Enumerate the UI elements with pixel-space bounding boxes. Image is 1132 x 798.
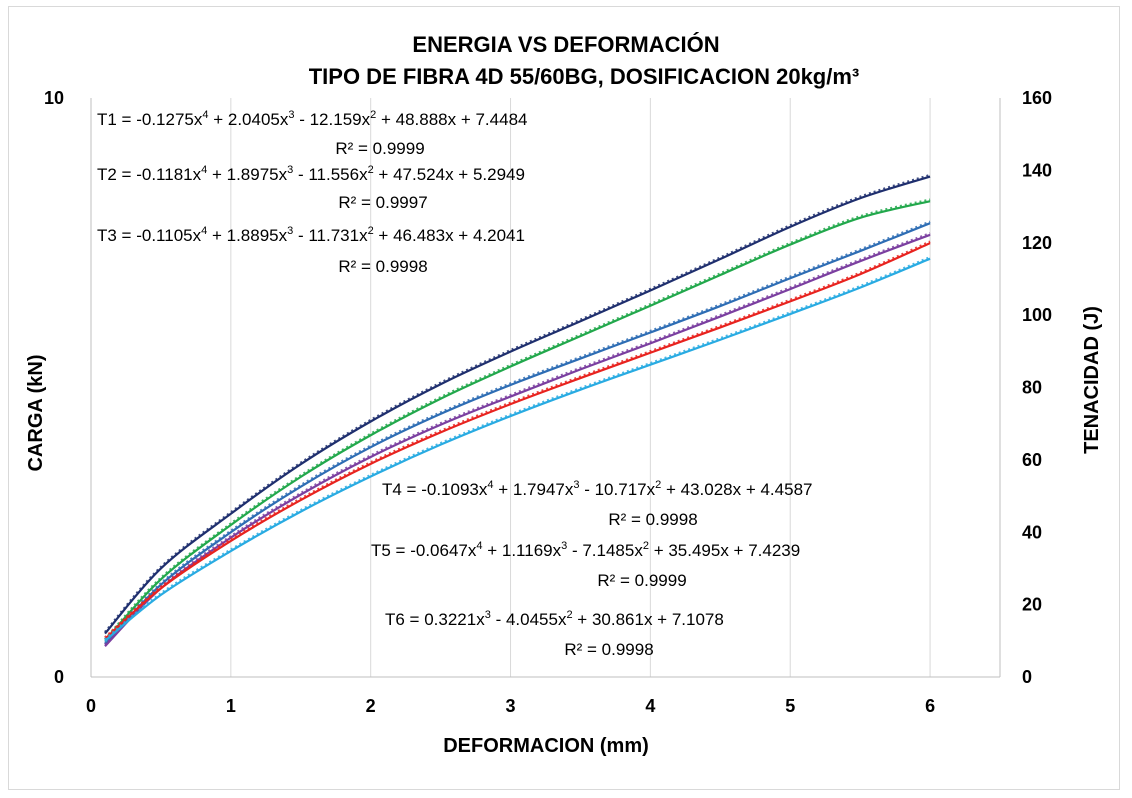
x-tick-labels: 0 1 2 3 4 5 6 bbox=[86, 696, 935, 716]
r-squared-label: R² = 0.9997 bbox=[338, 193, 427, 212]
y-tick-label: 0 bbox=[54, 667, 64, 687]
trendline-equations: T1 = -0.1275x4 + 2.0405x3 - 12.159x2 + 4… bbox=[97, 109, 812, 659]
y2-tick-label: 100 bbox=[1022, 305, 1052, 325]
trendline-equation: T4 = -0.1093x4 + 1.7947x3 - 10.717x2 + 4… bbox=[382, 479, 812, 499]
x-tick-label: 6 bbox=[925, 696, 935, 716]
trendline-3 bbox=[104, 220, 931, 644]
y-axis-label: CARGA (kN) bbox=[25, 354, 47, 471]
series-line-6 bbox=[104, 257, 931, 642]
trendline-equation: T5 = -0.0647x4 + 1.1169x3 - 7.1485x2 + 3… bbox=[371, 540, 800, 560]
chart-frame bbox=[8, 6, 1120, 790]
r-squared-label: R² = 0.9999 bbox=[335, 139, 424, 158]
y2-tick-label: 20 bbox=[1022, 595, 1042, 615]
trendline-6 bbox=[104, 256, 931, 641]
r-squared-label: R² = 0.9999 bbox=[597, 571, 686, 590]
y2-tick-label: 120 bbox=[1022, 233, 1052, 253]
y2-tick-label: 160 bbox=[1022, 88, 1052, 108]
trendline-1 bbox=[104, 173, 931, 633]
series-line-2 bbox=[104, 200, 931, 642]
r-squared-label: R² = 0.9998 bbox=[608, 510, 697, 529]
series-line-3 bbox=[104, 222, 931, 646]
grid-layer bbox=[90, 98, 1001, 678]
r-squared-label: R² = 0.9998 bbox=[564, 640, 653, 659]
x-tick-label: 4 bbox=[645, 696, 655, 716]
trendline-2 bbox=[104, 198, 931, 641]
series-line-5 bbox=[104, 242, 931, 640]
trendline-equation: T1 = -0.1275x4 + 2.0405x3 - 12.159x2 + 4… bbox=[97, 109, 527, 129]
x-axis-label: DEFORMACION (mm) bbox=[443, 735, 649, 757]
x-tick-label: 3 bbox=[506, 696, 516, 716]
y-tick-labels: 0 10 bbox=[44, 88, 64, 687]
trendline-5 bbox=[104, 240, 931, 639]
trendline-equation: T3 = -0.1105x4 + 1.8895x3 - 11.731x2 + 4… bbox=[97, 225, 525, 245]
x-tick-label: 2 bbox=[366, 696, 376, 716]
y2-tick-label: 80 bbox=[1022, 378, 1042, 398]
y2-tick-label: 60 bbox=[1022, 450, 1042, 470]
x-tick-label: 1 bbox=[226, 696, 236, 716]
series-line-4 bbox=[104, 233, 931, 648]
r-squared-label: R² = 0.9998 bbox=[338, 257, 427, 276]
y2-tick-labels: 0 20 40 60 80 100 120 140 160 bbox=[1022, 88, 1052, 687]
trendline-equation: T2 = -0.1181x4 + 1.8975x3 - 11.556x2 + 4… bbox=[97, 164, 525, 184]
series-line-1 bbox=[104, 175, 931, 635]
y2-axis-label: TENACIDAD (J) bbox=[1081, 306, 1103, 454]
y2-tick-label: 40 bbox=[1022, 522, 1042, 542]
y-tick-label: 10 bbox=[44, 88, 64, 108]
chart-subtitle: TIPO DE FIBRA 4D 55/60BG, DOSIFICACION 2… bbox=[309, 64, 860, 89]
trendline-4 bbox=[104, 232, 931, 646]
y2-tick-label: 140 bbox=[1022, 160, 1052, 180]
x-tick-label: 5 bbox=[785, 696, 795, 716]
x-tick-label: 0 bbox=[86, 696, 96, 716]
y2-tick-label: 0 bbox=[1022, 667, 1032, 687]
series-layer bbox=[104, 173, 931, 648]
trendline-equation: T6 = 0.3221x3 - 4.0455x2 + 30.861x + 7.1… bbox=[385, 609, 724, 629]
chart-title: ENERGIA VS DEFORMACIÓN bbox=[412, 32, 719, 57]
